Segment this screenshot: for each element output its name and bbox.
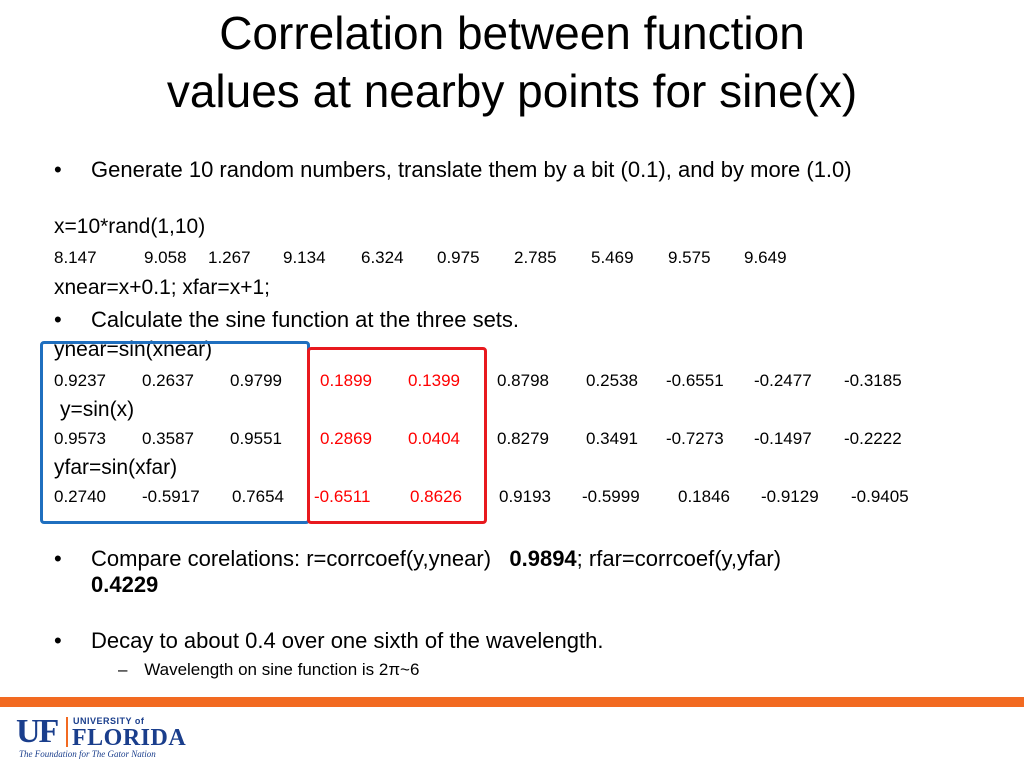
value-cell: 5.469	[591, 248, 634, 267]
red-highlight-box	[307, 347, 487, 524]
bullet-calculate: • Calculate the sine function at the thr…	[54, 307, 984, 333]
value-cell: 0.8798	[497, 371, 549, 390]
code-x: x=10*rand(1,10)	[54, 215, 206, 238]
value-cell: -0.6551	[666, 371, 724, 390]
bullet-generate-text: Generate 10 random numbers, translate th…	[91, 157, 852, 182]
title-line-1: Correlation between function	[219, 7, 805, 59]
value-cell: 0.9551	[230, 429, 282, 448]
value-cell: 0.9193	[499, 487, 551, 506]
compare-prefix: Compare corelations: r=corrcoef(y,ynear)	[91, 546, 492, 571]
value-cell: -0.3185	[844, 371, 902, 390]
value-cell: -0.9129	[761, 487, 819, 506]
value-cell: -0.7273	[666, 429, 724, 448]
value-cell: 6.324	[361, 248, 404, 267]
sub-bullet-text: Wavelength on sine function is 2π~6	[144, 660, 420, 679]
value-cell: 8.147	[54, 248, 97, 267]
title-line-2: values at nearby points for sine(x)	[166, 65, 858, 117]
sub-bullet-dash: –	[118, 660, 128, 679]
bullet-marker: •	[54, 628, 62, 653]
value-cell: -0.2477	[754, 371, 812, 390]
uf-logo-letters: UF	[16, 713, 59, 750]
value-cell: -0.1497	[754, 429, 812, 448]
compare-mid: ; rfar=corrcoef(y,yfar)	[576, 546, 782, 571]
value-cell: 0.1846	[678, 487, 730, 506]
value-cell: 1.267	[208, 248, 251, 267]
bullet-compare: • Compare corelations: r=corrcoef(y,ynea…	[54, 546, 984, 598]
value-cell: 0.8626	[410, 487, 462, 506]
value-cell: 0.8279	[497, 429, 549, 448]
value-cell: 0.3587	[142, 429, 194, 448]
value-cell: 9.649	[744, 248, 787, 267]
value-cell: 9.575	[668, 248, 711, 267]
bullet-generate: • Generate 10 random numbers, translate …	[54, 157, 984, 183]
blue-highlight-box	[40, 341, 310, 524]
uf-logo-divider	[66, 717, 68, 747]
value-cell: 0.3491	[586, 429, 638, 448]
value-cell: 9.058	[144, 248, 187, 267]
value-cell: 2.785	[514, 248, 557, 267]
value-cell: 0.9799	[230, 371, 282, 390]
code-shift: xnear=x+0.1; xfar=x+1;	[54, 276, 270, 299]
uf-logo-university: UNIVERSITY of	[73, 716, 145, 726]
value-cell: -0.2222	[844, 429, 902, 448]
value-cell: 0.2637	[142, 371, 194, 390]
bullet-marker: •	[54, 546, 62, 571]
bullet-compare-text: Compare corelations: r=corrcoef(y,ynear)…	[91, 546, 984, 598]
value-cell: -0.6511	[314, 487, 371, 506]
code-yfar: yfar=sin(xfar)	[54, 456, 178, 479]
value-cell: 0.2869	[320, 429, 372, 448]
value-cell: -0.9405	[851, 487, 909, 506]
uf-logo-tagline: The Foundation for The Gator Nation	[19, 749, 156, 759]
r-near-value: 0.9894	[509, 546, 577, 571]
value-cell: 0.1399	[408, 371, 460, 390]
slide-title: Correlation between function values at n…	[40, 4, 984, 120]
value-cell: -0.5917	[142, 487, 200, 506]
bullet-marker: •	[54, 157, 62, 182]
bullet-calculate-text: Calculate the sine function at the three…	[91, 307, 520, 332]
value-cell: 0.1899	[320, 371, 372, 390]
r-far-value: 0.4229	[91, 572, 159, 597]
footer-accent-bar	[0, 697, 1024, 707]
uf-logo: UF UNIVERSITY of FLORIDA The Foundation …	[16, 713, 186, 761]
value-cell: 9.134	[283, 248, 326, 267]
value-cell: 0.9237	[54, 371, 106, 390]
code-y: y=sin(x)	[60, 398, 135, 421]
value-cell: 0.0404	[408, 429, 460, 448]
value-cell: -0.5999	[582, 487, 640, 506]
value-cell: 0.2740	[54, 487, 106, 506]
value-cell: 0.9573	[54, 429, 106, 448]
value-cell: 0.2538	[586, 371, 638, 390]
sub-bullet-wavelength: – Wavelength on sine function is 2π~6	[118, 660, 419, 680]
bullet-decay: • Decay to about 0.4 over one sixth of t…	[54, 628, 984, 654]
bullet-marker: •	[54, 307, 62, 332]
bullet-decay-text: Decay to about 0.4 over one sixth of the…	[91, 628, 604, 653]
uf-logo-florida: FLORIDA	[72, 725, 187, 751]
value-cell: 0.975	[437, 248, 480, 267]
value-cell: 0.7654	[232, 487, 284, 506]
